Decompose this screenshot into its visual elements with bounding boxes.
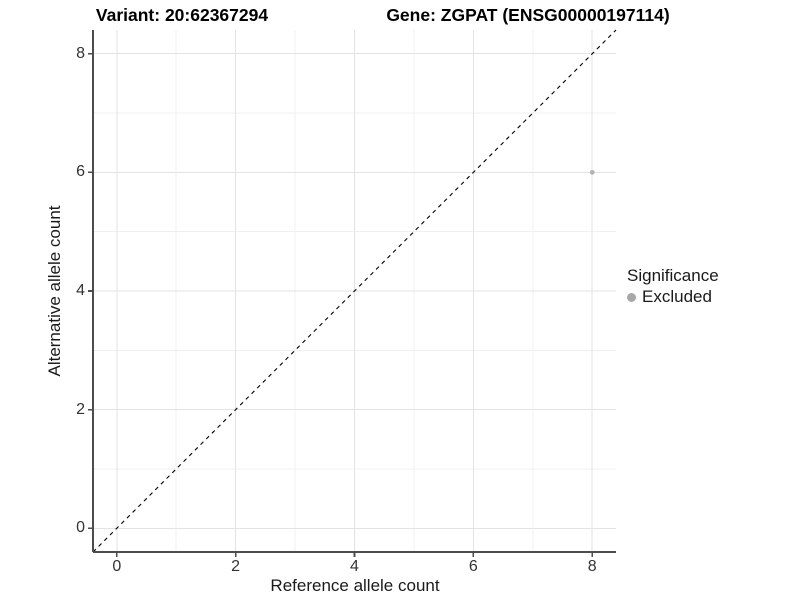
x-tick-label: 2 xyxy=(231,558,241,575)
y-tick-label: 6 xyxy=(76,163,85,181)
y-tick-label: 0 xyxy=(76,519,85,537)
y-tick-label: 4 xyxy=(76,282,85,299)
gene-title: Gene: ZGPAT (ENSG00000197114) xyxy=(386,5,670,25)
legend-item-label: Excluded xyxy=(642,287,712,306)
identity-dashed-line xyxy=(92,29,617,553)
data-point xyxy=(589,169,595,175)
y-tick-label: 8 xyxy=(76,44,85,62)
legend-key-dot-icon xyxy=(627,292,636,302)
legend-item-excluded: Excluded xyxy=(627,287,719,307)
y-tick-label: 2 xyxy=(76,400,85,418)
x-tick-label: 6 xyxy=(468,558,478,575)
legend: Significance Excluded xyxy=(627,266,719,307)
legend-title: Significance xyxy=(627,266,719,285)
y-axis-title: Alternative allele count xyxy=(45,205,64,377)
variant-title: Variant: 20:62367294 xyxy=(95,5,269,25)
x-axis-title: Reference allele count xyxy=(270,576,440,595)
x-tick-label: 8 xyxy=(587,558,597,575)
x-tick-label: 4 xyxy=(350,558,359,575)
x-tick-label: 0 xyxy=(112,558,122,575)
